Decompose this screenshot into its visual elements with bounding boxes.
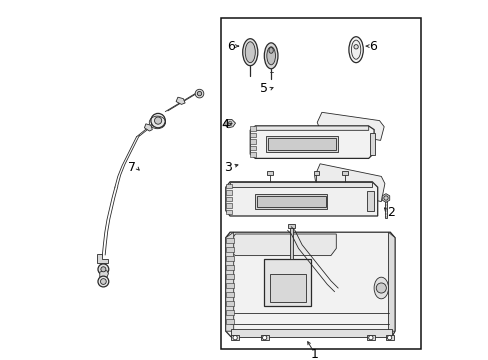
Ellipse shape bbox=[266, 47, 275, 65]
Bar bbox=[385, 335, 393, 340]
Ellipse shape bbox=[228, 121, 231, 126]
Bar bbox=[225, 190, 231, 195]
Bar bbox=[265, 136, 337, 152]
Bar bbox=[267, 138, 336, 150]
Text: 6: 6 bbox=[369, 40, 377, 53]
Bar bbox=[250, 152, 256, 157]
Circle shape bbox=[154, 117, 162, 124]
Polygon shape bbox=[250, 126, 368, 130]
Bar bbox=[250, 126, 256, 131]
Circle shape bbox=[375, 283, 386, 293]
Bar bbox=[342, 171, 347, 175]
Bar bbox=[289, 227, 292, 259]
Text: 4: 4 bbox=[221, 118, 229, 131]
Circle shape bbox=[386, 336, 391, 340]
Polygon shape bbox=[314, 164, 384, 202]
Text: 7: 7 bbox=[128, 161, 136, 174]
Bar bbox=[250, 133, 256, 137]
Ellipse shape bbox=[373, 277, 387, 299]
Bar bbox=[225, 203, 231, 208]
Circle shape bbox=[195, 89, 203, 98]
Polygon shape bbox=[97, 254, 107, 263]
Bar bbox=[255, 194, 326, 209]
Bar bbox=[366, 191, 373, 211]
Bar bbox=[231, 335, 239, 340]
Polygon shape bbox=[230, 182, 371, 187]
Polygon shape bbox=[317, 112, 384, 140]
Bar bbox=[225, 283, 233, 288]
Circle shape bbox=[101, 279, 106, 284]
Polygon shape bbox=[176, 97, 185, 104]
Circle shape bbox=[383, 196, 387, 200]
Bar bbox=[225, 197, 231, 201]
Text: 5: 5 bbox=[260, 82, 268, 95]
Ellipse shape bbox=[264, 43, 277, 69]
Polygon shape bbox=[250, 126, 373, 158]
Bar bbox=[366, 335, 374, 340]
Polygon shape bbox=[225, 232, 233, 331]
Ellipse shape bbox=[351, 40, 360, 59]
Circle shape bbox=[151, 113, 165, 128]
Bar bbox=[225, 274, 233, 279]
Bar bbox=[369, 133, 374, 155]
Bar bbox=[221, 18, 420, 349]
Polygon shape bbox=[144, 124, 152, 131]
Circle shape bbox=[262, 336, 266, 340]
Text: 1: 1 bbox=[310, 348, 318, 360]
Bar bbox=[225, 319, 233, 324]
Circle shape bbox=[232, 336, 237, 340]
Bar bbox=[250, 146, 256, 150]
Circle shape bbox=[98, 276, 108, 287]
Bar bbox=[266, 171, 272, 175]
Bar bbox=[225, 238, 233, 243]
Bar bbox=[269, 274, 305, 302]
Bar bbox=[260, 335, 268, 340]
Polygon shape bbox=[387, 232, 394, 331]
Bar bbox=[225, 265, 233, 270]
Bar bbox=[225, 310, 233, 315]
Polygon shape bbox=[225, 182, 377, 216]
Polygon shape bbox=[230, 234, 336, 256]
Bar bbox=[313, 171, 319, 175]
Text: 3: 3 bbox=[224, 161, 232, 174]
Bar bbox=[225, 301, 233, 306]
Bar bbox=[264, 259, 310, 306]
Circle shape bbox=[98, 264, 108, 275]
Bar bbox=[225, 256, 233, 261]
Ellipse shape bbox=[268, 48, 273, 53]
Text: 6: 6 bbox=[226, 40, 234, 53]
Circle shape bbox=[197, 91, 201, 96]
Circle shape bbox=[101, 267, 106, 272]
Ellipse shape bbox=[244, 42, 255, 63]
Bar bbox=[225, 210, 231, 214]
Ellipse shape bbox=[348, 37, 363, 63]
Polygon shape bbox=[100, 271, 108, 277]
Text: 2: 2 bbox=[386, 206, 394, 219]
Bar bbox=[257, 196, 325, 207]
Ellipse shape bbox=[242, 39, 257, 66]
Circle shape bbox=[368, 336, 372, 340]
Bar bbox=[250, 139, 256, 144]
Polygon shape bbox=[225, 232, 394, 337]
Bar bbox=[225, 292, 233, 297]
Polygon shape bbox=[230, 329, 391, 337]
Bar bbox=[287, 224, 294, 228]
Bar bbox=[225, 247, 233, 252]
Bar bbox=[384, 198, 386, 218]
Polygon shape bbox=[382, 194, 389, 202]
Polygon shape bbox=[224, 120, 235, 128]
Circle shape bbox=[353, 45, 358, 49]
Bar bbox=[225, 184, 231, 188]
